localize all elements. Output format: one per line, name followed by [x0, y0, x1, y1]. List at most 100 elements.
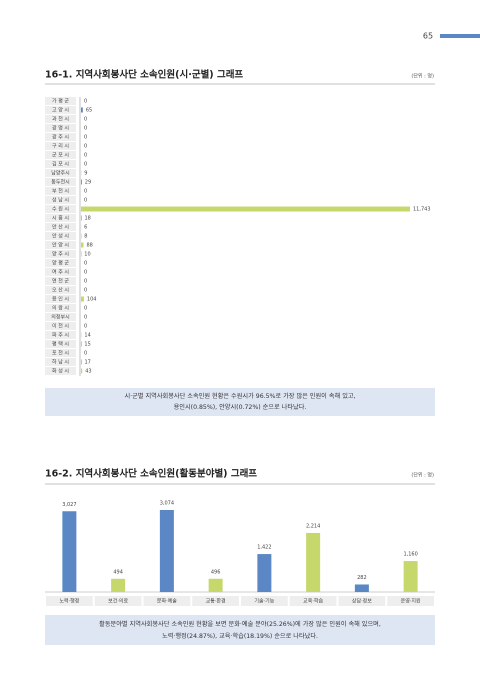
- category-label: 평 택 시: [52, 341, 69, 348]
- label-box: [45, 178, 76, 186]
- value-label: 0: [84, 126, 87, 132]
- label-box: [45, 331, 76, 339]
- category-label: 가 평 군: [52, 98, 69, 105]
- category-label: 구 리 시: [52, 143, 69, 150]
- category-label: 성 남 시: [52, 197, 69, 204]
- label-box: [45, 160, 76, 168]
- value-label: 10: [84, 252, 90, 258]
- value-label: 0: [84, 135, 87, 141]
- label-box: [46, 596, 93, 606]
- value-label: 88: [86, 243, 92, 249]
- bar: [81, 179, 82, 185]
- bar: [81, 368, 83, 374]
- note-box: [45, 615, 435, 645]
- value-label: 29: [85, 180, 91, 186]
- label-box: [45, 367, 76, 375]
- category-label: 용 인 시: [52, 296, 69, 303]
- category-label: 파 주 시: [52, 332, 69, 339]
- category-label: 화 성 시: [52, 368, 69, 375]
- category-label: 안 양 시: [52, 242, 69, 249]
- value-label: 1,160: [403, 552, 417, 558]
- label-box: [45, 115, 76, 123]
- value-label: 0: [84, 279, 87, 285]
- label-box: [241, 596, 288, 606]
- value-label: 0: [84, 306, 87, 312]
- category-label: 수 원 시: [52, 206, 69, 213]
- bar: [257, 554, 272, 592]
- label-box: [45, 268, 76, 276]
- category-label: 하 남 시: [52, 359, 69, 366]
- unit: (단위 : 명): [411, 73, 434, 80]
- bar: [62, 511, 77, 592]
- label-box: [45, 97, 76, 105]
- label-box: [387, 596, 434, 606]
- label-box: [94, 596, 142, 606]
- label-box: [45, 151, 76, 159]
- category-label: 포 천 시: [52, 350, 69, 357]
- value-label: 0: [84, 144, 87, 150]
- value-label: 9: [84, 171, 87, 177]
- value-label: 17: [84, 360, 90, 366]
- value-label: 15: [84, 342, 90, 348]
- category-label: 시 흥 시: [52, 215, 69, 222]
- note-box: [45, 388, 435, 416]
- value-label: 282: [357, 575, 367, 581]
- category-label: 의 왕 시: [52, 305, 69, 312]
- category-label: 기술·기능: [254, 598, 274, 605]
- label-box: [289, 596, 337, 606]
- value-label: 0: [84, 189, 87, 195]
- category-label: 여 주 시: [52, 269, 69, 276]
- value-label: 3,027: [62, 502, 76, 508]
- category-label: 의정부시: [51, 314, 69, 321]
- category-label: 군 포 시: [52, 153, 69, 159]
- label-box: [45, 295, 76, 303]
- value-label: 0: [84, 153, 87, 159]
- category-label: 교통·환경: [206, 598, 226, 605]
- value-label: 2,214: [306, 523, 320, 529]
- category-label: 교육·학습: [303, 598, 323, 605]
- category-label: 양 주 시: [52, 251, 69, 258]
- page-number: 65: [423, 32, 433, 41]
- value-label: 496: [211, 569, 221, 575]
- category-label: 부 천 시: [52, 188, 69, 195]
- value-label: 14: [84, 333, 90, 339]
- label-box: [45, 358, 76, 366]
- bar: [208, 578, 223, 592]
- value-label: 494: [113, 569, 123, 575]
- category-label: 이 천 시: [52, 323, 69, 330]
- bar: [81, 107, 83, 113]
- value-label: 0: [84, 351, 87, 357]
- category-label: 과 천 시: [52, 116, 69, 123]
- value-label: 65: [86, 108, 92, 114]
- label-box: [45, 304, 76, 312]
- category-label: 노력·행정: [59, 598, 79, 605]
- label-box: [45, 232, 76, 240]
- value-label: 0: [84, 324, 87, 330]
- label-box: [45, 133, 76, 141]
- label-box: [45, 259, 76, 267]
- value-label: 6: [84, 225, 87, 231]
- label-box: [45, 286, 76, 294]
- note-line: 노력·행정(24.87%), 교육·학습(18.19%) 순으로 나타났다.: [162, 632, 318, 640]
- category-label: 광 주 시: [52, 134, 69, 141]
- section-title: 16-1. 지역사회봉사단 소속인원(시·군별) 그래프: [45, 69, 243, 81]
- category-label: 광 명 시: [52, 125, 69, 132]
- label-box: [45, 340, 76, 348]
- label-box: [143, 596, 191, 606]
- category-label: 오 산 시: [52, 287, 69, 294]
- bar: [81, 242, 84, 248]
- category-label: 보건·의료: [108, 598, 128, 605]
- label-box: [192, 596, 239, 606]
- bar: [81, 296, 84, 302]
- label-box: [338, 596, 386, 606]
- value-label: 0: [84, 198, 87, 204]
- label-box: [45, 106, 76, 114]
- value-label: 8: [84, 234, 87, 240]
- label-box: [45, 322, 76, 330]
- label-box: [45, 196, 76, 204]
- bar: [306, 532, 321, 592]
- category-label: 상담·정보: [352, 598, 372, 605]
- value-label: 0: [84, 270, 87, 276]
- category-label: 연 천 군: [52, 278, 69, 285]
